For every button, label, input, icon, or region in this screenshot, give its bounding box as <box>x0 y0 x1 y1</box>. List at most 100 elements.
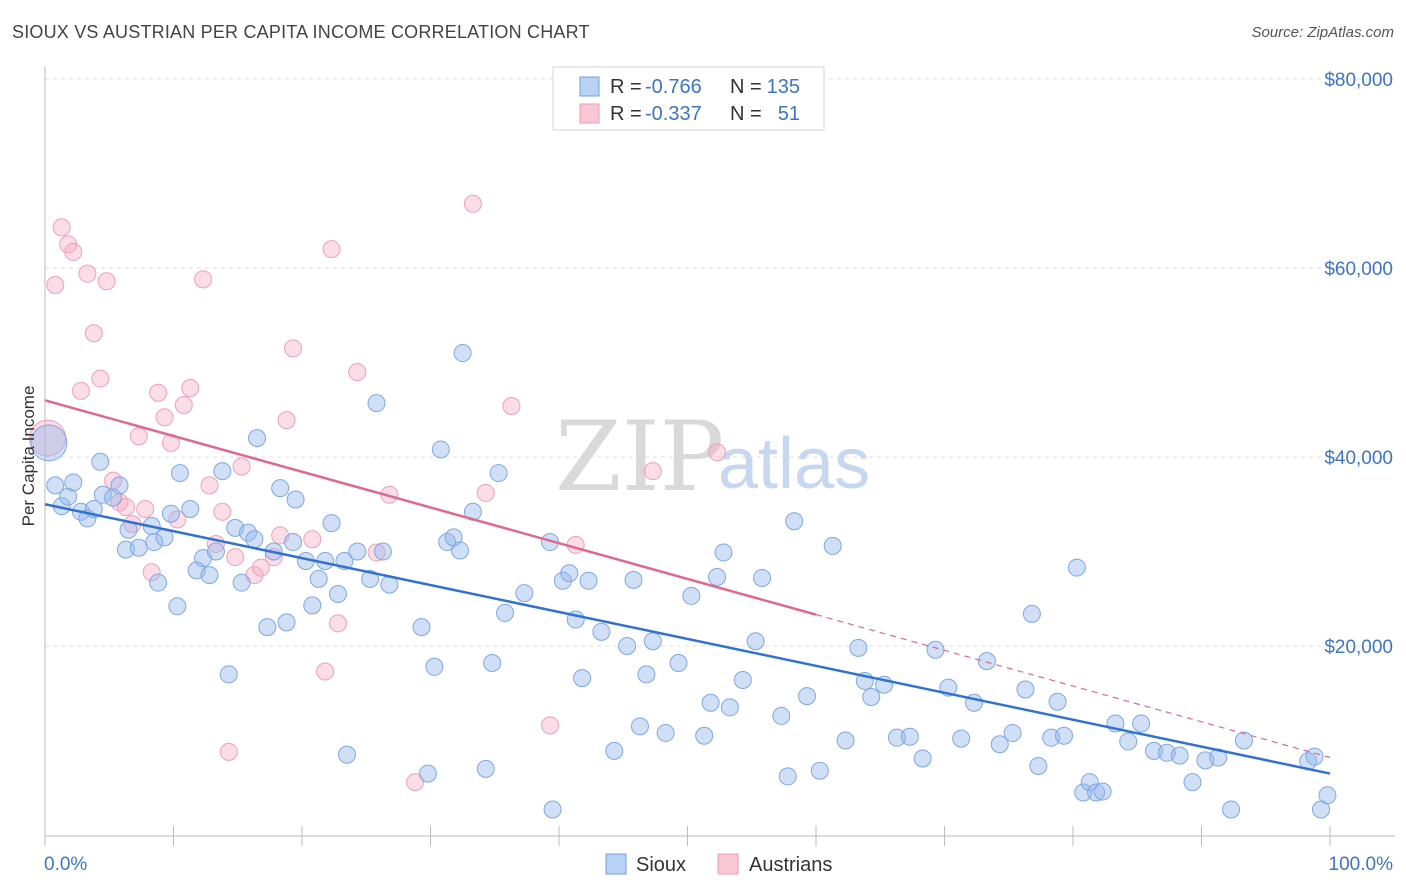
points-layer <box>29 194 1337 819</box>
sioux-point <box>271 479 290 498</box>
austrians-point <box>277 411 296 430</box>
sioux-point <box>810 761 829 780</box>
austrians-point <box>476 483 495 502</box>
sioux-point <box>1119 732 1138 751</box>
sioux-point <box>361 569 380 588</box>
sioux-point <box>431 440 450 459</box>
sioux-point <box>952 729 971 748</box>
sioux-point <box>746 632 765 651</box>
austrians-point <box>367 543 386 562</box>
sioux-point <box>129 538 148 557</box>
austrians-point <box>219 742 238 761</box>
sioux-point <box>823 536 842 555</box>
stats-n-value-sioux: 135 <box>767 76 800 98</box>
sioux-point <box>643 632 662 651</box>
sioux-point <box>1234 731 1253 750</box>
sioux-point <box>579 571 598 590</box>
austrians-point <box>316 662 335 681</box>
sioux-point <box>453 344 472 363</box>
sioux-point <box>592 622 611 641</box>
sioux-point <box>245 530 264 549</box>
austrians-point <box>502 396 521 415</box>
austrians-point <box>194 270 213 289</box>
sioux-point <box>412 618 431 637</box>
x-tick-label: 100.0% <box>1329 854 1394 875</box>
austrians-point <box>348 362 367 381</box>
sioux-point <box>219 665 238 684</box>
sioux-point <box>232 573 251 592</box>
austrians-point <box>84 324 103 343</box>
stats-r-label-sioux: R = <box>610 76 642 98</box>
trend-layer <box>44 399 1331 775</box>
sioux-point <box>624 570 643 589</box>
sioux-point <box>425 657 444 676</box>
sioux-point <box>1080 773 1099 792</box>
sioux-point <box>59 487 78 506</box>
sioux-point <box>1093 782 1112 801</box>
austrians-trend-line <box>44 399 817 616</box>
sioux-point <box>573 669 592 688</box>
austrians-point <box>284 339 303 358</box>
sioux-point <box>669 654 688 673</box>
austrians-point <box>136 499 155 518</box>
chart-title: SIOUX VS AUSTRIAN PER CAPITA INCOME CORR… <box>12 22 590 42</box>
austrians-point <box>116 498 135 517</box>
stats-r-label-austrians: R = <box>610 103 642 125</box>
sioux-point <box>496 603 515 622</box>
sioux-point <box>1132 714 1151 733</box>
sioux-point <box>515 584 534 603</box>
y-tick-label: $20,000 <box>1324 637 1393 658</box>
sioux-point <box>1170 746 1189 765</box>
axis-layer: $20,000 $40,000 $60,000 $80,000 0.0% 100.0% <box>44 66 1395 875</box>
watermark-zip: ZIP <box>555 401 724 513</box>
sioux-point <box>206 542 225 561</box>
austrians-point <box>64 242 83 261</box>
sioux-point <box>695 726 714 745</box>
austrians-point <box>29 419 67 457</box>
austrians-point <box>174 396 193 415</box>
sioux-point <box>1055 726 1074 745</box>
y-tick-label: $60,000 <box>1324 259 1393 280</box>
austrians-point <box>328 614 347 633</box>
sioux-point <box>322 514 341 533</box>
x-tick-label: 0.0% <box>44 854 87 875</box>
sioux-point <box>1016 680 1035 699</box>
sioux-point <box>145 533 164 552</box>
sioux-point <box>373 542 392 561</box>
legend-austrians-label: Austrians <box>749 854 832 876</box>
sioux-point <box>862 688 881 707</box>
source-label: Source: ZipAtlas.com <box>1251 24 1394 41</box>
austrians-point <box>91 369 110 388</box>
austrians-point <box>129 427 148 446</box>
austrians-point <box>213 502 232 521</box>
sioux-point <box>337 745 356 764</box>
sioux-point <box>785 512 804 531</box>
sioux-point <box>309 569 328 588</box>
sioux-point <box>682 586 701 605</box>
watermark-atlas: atlas <box>718 424 870 504</box>
austrians-point <box>46 276 65 295</box>
austrians-point <box>251 558 270 577</box>
sioux-point <box>1003 723 1022 742</box>
grid-layer <box>45 78 1395 647</box>
sioux-point <box>630 717 649 736</box>
sioux-point <box>200 566 219 585</box>
sioux-point <box>451 541 470 560</box>
sioux-point <box>543 800 562 819</box>
sioux-point <box>348 542 367 561</box>
stats-n-value-austrians: 51 <box>778 103 800 125</box>
austrians-swatch-icon <box>579 103 600 124</box>
legend-sioux-label: Sioux <box>636 854 686 876</box>
sioux-point <box>772 706 791 725</box>
legend-sioux-icon <box>605 853 627 875</box>
sioux-point <box>1222 800 1241 819</box>
y-axis-title: Per Capita Income <box>19 386 38 527</box>
sioux-point <box>149 573 168 592</box>
sioux-point <box>926 640 945 659</box>
sioux-point <box>1029 757 1048 776</box>
sioux-point <box>1048 692 1067 711</box>
sioux-point <box>637 665 656 684</box>
sioux-point <box>303 596 322 615</box>
sioux-point <box>476 759 495 778</box>
austrians-trend-extension <box>815 614 1331 759</box>
